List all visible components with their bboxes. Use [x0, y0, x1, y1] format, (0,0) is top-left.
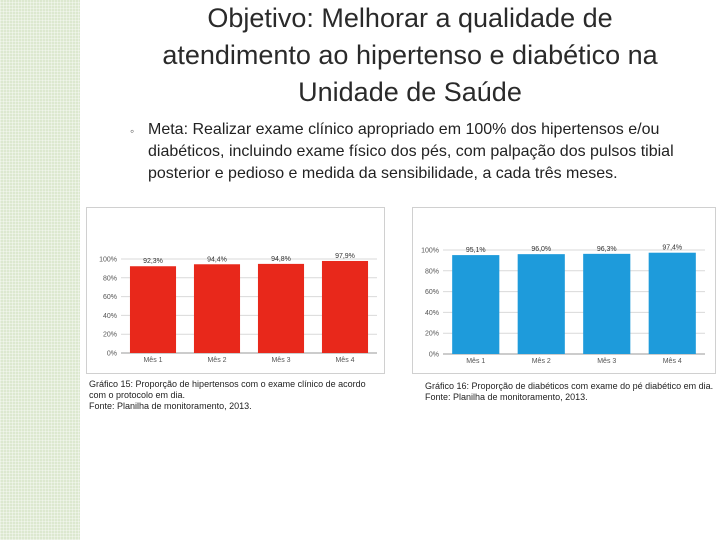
- chart-2-svg: 0% 20% 40% 60% 80% 100% 95,1% Mês 1 96,0% Mês 2 96…: [421, 245, 705, 365]
- chart-2-ytick-label: 20%: [425, 331, 439, 338]
- chart-2-caption-source: Fonte: Planilha de monitoramento, 2013.: [425, 392, 588, 402]
- chart-2-value-label: 96,0%: [531, 246, 551, 253]
- chart-1-category-label: Mês 3: [271, 357, 290, 364]
- chart-hypertensive-exam: 0% 20% 40% 60% 80% 100% 92,3% Mês 1 94,4% Mês 2 94…: [86, 207, 385, 374]
- chart-1-bar: [257, 263, 305, 353]
- chart-2-ytick-label: 80%: [425, 268, 439, 275]
- chart-1-ytick-label: 60%: [103, 294, 117, 301]
- title-prefix: Objetivo:: [207, 3, 322, 33]
- chart-1-bar: [129, 266, 177, 353]
- chart-2-bar: [517, 254, 565, 354]
- chart-2-category-label: Mês 2: [532, 358, 551, 365]
- chart-1-value-label: 94,8%: [271, 256, 291, 263]
- title-rest: Melhorar a qualidade de atendimento ao h…: [162, 3, 658, 107]
- chart-1-caption-title: Gráfico 15: Proporção de hipertensos com…: [89, 379, 366, 400]
- chart-1-value-label: 92,3%: [143, 258, 163, 265]
- chart-2-value-label: 96,3%: [597, 246, 617, 253]
- chart-1-caption-source: Fonte: Planilha de monitoramento, 2013.: [89, 401, 252, 411]
- chart-2-bar: [452, 255, 500, 354]
- chart-1-ytick-label: 20%: [103, 332, 117, 339]
- chart-2-ytick-label: 40%: [425, 310, 439, 317]
- chart-1-value-label: 94,4%: [207, 256, 227, 263]
- chart-2-caption-title: Gráfico 16: Proporção de diabéticos com …: [425, 381, 714, 391]
- chart-2-bar: [583, 253, 631, 354]
- chart-1-value-label: 97,9%: [335, 253, 355, 260]
- slide-title: Objetivo: Melhorar a qualidade de atendi…: [150, 0, 670, 111]
- chart-1-ytick-label: 0%: [107, 351, 117, 358]
- chart-2-ytick-label: 60%: [425, 289, 439, 296]
- chart-2-value-label: 97,4%: [662, 245, 682, 252]
- chart-1-ytick-label: 100%: [99, 257, 117, 264]
- chart-2-value-label: 95,1%: [466, 247, 486, 254]
- chart-1-category-label: Mês 1: [143, 357, 162, 364]
- chart-1-bar: [321, 260, 369, 353]
- bullet-icon: ◦: [130, 124, 135, 138]
- chart-1-category-label: Mês 4: [335, 357, 354, 364]
- chart-1-bar: [193, 264, 241, 353]
- chart-diabetic-foot-exam: 0% 20% 40% 60% 80% 100% 95,1% Mês 1 96,0% Mês 2 96…: [412, 207, 716, 374]
- chart-2-category-label: Mês 3: [597, 358, 616, 365]
- chart-2-bar: [648, 252, 696, 354]
- goal-text: Meta: Realizar exame clínico apropriado …: [148, 121, 674, 182]
- chart-1-category-label: Mês 2: [207, 357, 226, 364]
- chart-1-ytick-label: 40%: [103, 313, 117, 320]
- decorative-sidebar-stripe: [0, 0, 80, 540]
- chart-2-caption: Gráfico 16: Proporção de diabéticos com …: [425, 381, 715, 403]
- chart-1-caption: Gráfico 15: Proporção de hipertensos com…: [89, 379, 379, 412]
- chart-2-ytick-label: 0%: [429, 352, 439, 359]
- chart-2-category-label: Mês 4: [663, 358, 682, 365]
- chart-2-ytick-label: 100%: [421, 248, 439, 255]
- chart-1-svg: 0% 20% 40% 60% 80% 100% 92,3% Mês 1 94,4% Mês 2 94…: [99, 253, 377, 364]
- chart-1-ytick-label: 80%: [103, 275, 117, 282]
- chart-2-category-label: Mês 1: [466, 358, 485, 365]
